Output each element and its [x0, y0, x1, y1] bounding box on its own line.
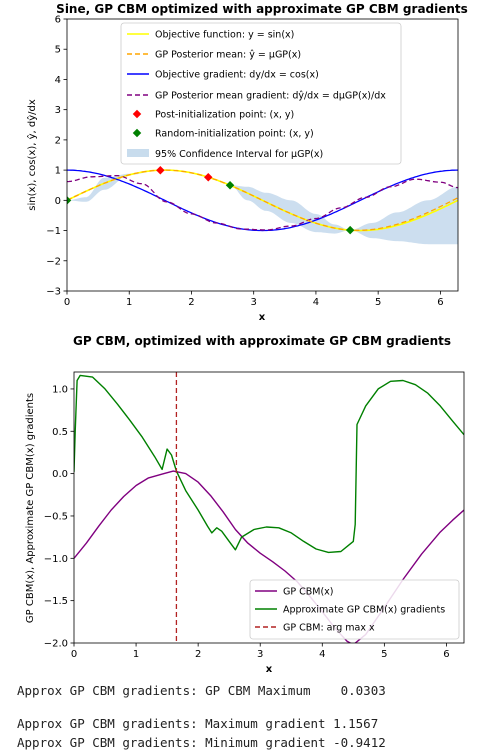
x-tick-label: 5: [375, 297, 381, 308]
y-tick-label: −0.5: [44, 511, 68, 522]
y-tick-label: −2.0: [44, 639, 68, 650]
x-tick-label: 0: [71, 649, 77, 660]
chart1-frame: [66, 18, 459, 292]
chart2-legend-box: [249, 579, 460, 640]
chart2-y-ticks: −2.0 −1.5 −1.0 −0.5 0.0 0.5 1.0: [44, 384, 74, 650]
y-tick-label: 3: [55, 105, 61, 116]
legend-grad-label: Approximate GP CBM(x) gradients: [283, 605, 445, 616]
series-approx-gradient: [74, 374, 464, 554]
chart2-x-ticks: 0 1 2 3 4 5 6: [71, 643, 450, 660]
x-tick-label: 2: [195, 649, 201, 660]
chart1-legend: Objective function: y = sin(x) GP Poster…: [120, 22, 402, 165]
random-init-point: [67, 196, 72, 205]
chart2-xlabel: x: [266, 664, 273, 675]
legend-argmax-label: GP CBM: arg max x: [283, 623, 375, 634]
y-tick-label: 1: [55, 166, 61, 177]
post-init-point: [204, 172, 213, 182]
chart1-xlabel: x: [259, 312, 266, 323]
series-cos: [67, 169, 458, 232]
chart-sine: Sine, GP CBM optimized with approximate …: [26, 2, 468, 323]
y-tick-label: 2: [55, 135, 61, 146]
random-init-point: [225, 180, 235, 190]
series-gp-mean-gradient: [67, 174, 458, 231]
legend-post-init-label: Post-initialization point: (x, y): [155, 110, 294, 121]
ci-band: [67, 170, 458, 245]
x-tick-label: 1: [126, 297, 132, 308]
output-line-maximum: Approx GP CBM gradients: GP CBM Maximum …: [17, 683, 386, 698]
y-tick-label: −2: [46, 256, 61, 267]
output-line-max-gradient: Approx GP CBM gradients: Maximum gradien…: [17, 716, 378, 731]
x-tick-label: 2: [188, 297, 194, 308]
legend-gp-grad-label: GP Posterior mean gradient: dŷ/dx = dμGP…: [155, 91, 386, 102]
y-tick-label: 0.5: [52, 427, 68, 438]
series-sin: [67, 169, 458, 232]
y-tick-label: −3: [46, 287, 61, 298]
x-tick-label: 3: [251, 297, 257, 308]
chart1-plot-area: [67, 165, 458, 245]
chart2-frame: [73, 371, 465, 644]
chart1-x-ticks: 0 1 2 3 4 5 6: [64, 291, 444, 308]
y-tick-label: 4: [55, 75, 61, 86]
chart1-title: Sine, GP CBM optimized with approximate …: [56, 2, 468, 16]
output-line-min-gradient: Approx GP CBM gradients: Minimum gradien…: [17, 735, 386, 750]
random-init-point: [345, 225, 355, 235]
x-tick-label: 4: [319, 649, 325, 660]
x-tick-label: 3: [257, 649, 263, 660]
x-tick-label: 5: [381, 649, 387, 660]
chart2-title: GP CBM, optimized with approximate GP CB…: [73, 334, 451, 348]
legend-post-init-swatch: [132, 109, 142, 119]
legend-ci-swatch: [127, 149, 149, 157]
legend-cos-label: Objective gradient: dy/dx = cos(x): [155, 70, 319, 81]
x-tick-label: 6: [443, 649, 449, 660]
y-tick-label: 6: [55, 15, 61, 26]
legend-cbm-label: GP CBM(x): [283, 587, 334, 598]
y-tick-label: 5: [55, 45, 61, 56]
chart2-legend: GP CBM(x) Approximate GP CBM(x) gradient…: [249, 579, 460, 640]
legend-gp-mean-label: GP Posterior mean: ŷ = μGP(x): [155, 50, 301, 61]
x-tick-label: 4: [313, 297, 319, 308]
x-tick-label: 1: [133, 649, 139, 660]
y-tick-label: 0: [55, 196, 61, 207]
y-tick-label: 0.0: [52, 469, 68, 480]
y-tick-label: −1: [46, 226, 61, 237]
legend-random-init-swatch: [132, 128, 142, 138]
post-init-point: [156, 165, 165, 175]
chart1-ylabel: sin(x), cos(x), ŷ, dŷ/dx: [26, 99, 38, 211]
legend-sin-label: Objective function: y = sin(x): [155, 30, 294, 41]
legend-ci-label: 95% Confidence Interval for μGP(x): [155, 149, 323, 160]
chart-gp-cbm: GP CBM, optimized with approximate GP CB…: [25, 334, 465, 675]
chart2-ylabel: GP CBM(x), Approximate GP CBM(x) gradien…: [25, 393, 36, 623]
y-tick-label: 1.0: [52, 384, 68, 395]
x-tick-label: 0: [64, 297, 70, 308]
x-tick-label: 6: [437, 297, 443, 308]
chart1-y-ticks: −3 −2 −1 0 1 2 3 4 5 6: [46, 15, 67, 298]
y-tick-label: −1.5: [44, 596, 68, 607]
chart1-legend-box: [120, 22, 402, 165]
console-output: Approx GP CBM gradients: GP CBM Maximum …: [17, 683, 386, 750]
legend-random-init-label: Random-initialization point: (x, y): [155, 129, 314, 140]
y-tick-label: −1.0: [44, 554, 68, 565]
